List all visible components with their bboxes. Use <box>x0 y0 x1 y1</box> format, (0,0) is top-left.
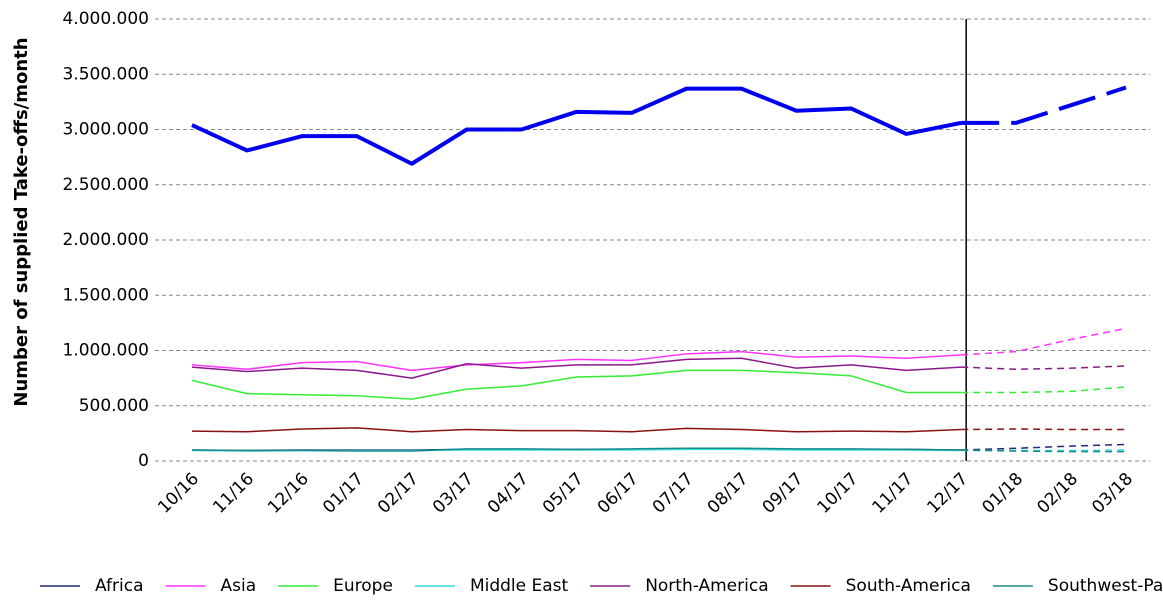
x-tick-label: 11/16 <box>209 469 258 518</box>
series-line <box>191 369 962 400</box>
legend-label: Europe <box>333 576 393 596</box>
series-line <box>191 350 962 372</box>
x-tick-label: 10/16 <box>154 469 203 518</box>
legend-label: Asia <box>221 576 257 596</box>
x-tick-label: 02/18 <box>1033 469 1082 518</box>
x-tick-label: 12/16 <box>264 469 313 518</box>
x-tick-label: 02/17 <box>374 469 423 518</box>
y-tick-label: 3.000.000 <box>62 120 149 140</box>
x-tick-label: 12/17 <box>923 469 972 518</box>
x-tick-label: 11/17 <box>869 469 918 518</box>
x-tick-label: 01/17 <box>319 469 368 518</box>
x-tick-label: 04/17 <box>484 469 533 518</box>
y-tick-label: 2.500.000 <box>62 175 149 195</box>
x-tick-label: 06/17 <box>594 469 643 518</box>
forecast-line <box>961 85 1127 125</box>
forecast-line <box>961 386 1127 394</box>
y-axis-title: Number of supplied Take-offs/month <box>11 37 32 406</box>
forecast-line <box>961 443 1127 451</box>
y-tick-label: 0 <box>138 451 149 471</box>
x-tick-label: 01/18 <box>978 469 1027 518</box>
forecast-line <box>961 449 1126 453</box>
legend-label: Middle East <box>470 576 569 596</box>
y-tick-label: 4.000.000 <box>62 9 149 29</box>
series-line <box>191 447 962 452</box>
legend-label: Africa <box>95 576 144 596</box>
y-tick-label: 500.000 <box>79 396 149 416</box>
x-tick-label: 03/18 <box>1088 469 1137 518</box>
x-tick-label: 05/17 <box>539 469 588 518</box>
forecast-line <box>961 365 1127 371</box>
series-line <box>191 427 962 433</box>
y-tick-label: 1.500.000 <box>62 285 149 305</box>
forecast-line <box>961 327 1127 356</box>
x-tick-label: 09/17 <box>759 469 808 518</box>
series-line <box>191 86 962 166</box>
y-tick-label: 3.500.000 <box>62 64 149 84</box>
x-tick-label: 03/17 <box>429 469 478 518</box>
x-tick-label: 10/17 <box>814 469 863 518</box>
forecast-line <box>961 428 1126 431</box>
series-line <box>191 357 962 379</box>
legend-label: Southwest-Pacific <box>1048 576 1163 596</box>
x-tick-label: 07/17 <box>649 469 698 518</box>
legend-label: North-America <box>645 576 768 596</box>
x-tick-label: 08/17 <box>704 469 753 518</box>
legend-label: South-America <box>846 576 971 596</box>
y-tick-label: 1.000.000 <box>62 341 149 361</box>
y-tick-label: 2.000.000 <box>62 230 149 250</box>
